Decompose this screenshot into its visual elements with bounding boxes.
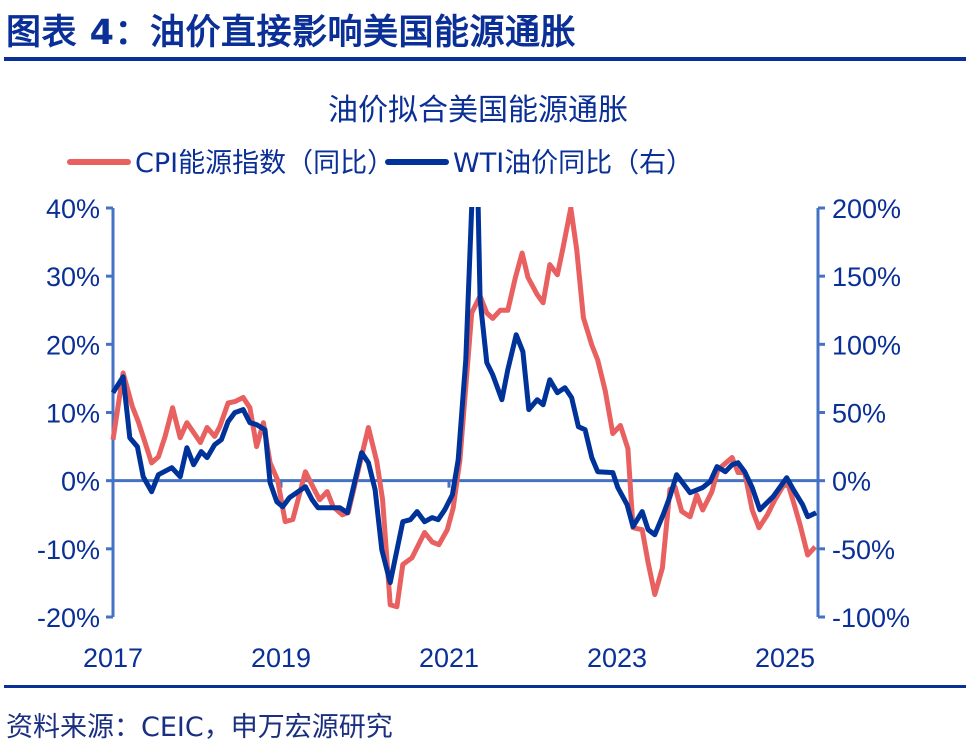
right-tick-label: 150% [832,262,901,292]
wti-oil-line [110,207,818,586]
x-tick-label: 2019 [251,643,311,673]
right-tick-label: 200% [832,194,901,224]
left-tick-label: -20% [37,603,100,633]
legend-label-wti: WTI油价同比（右） [453,148,693,179]
left-tick-label: -10% [37,535,100,565]
right-tick-label: -50% [832,535,895,565]
left-tick-label: 40% [46,194,100,224]
legend: CPI能源指数（同比） WTI油价同比（右） [67,148,693,179]
right-tick-label: -100% [832,603,910,633]
cpi-energy-line [110,207,818,610]
right-tick-label: 100% [832,330,901,360]
left-tick-label: 30% [46,262,100,292]
x-tick-label: 2023 [587,643,647,673]
chart-title: 油价拟合美国能源通胀 [328,93,628,128]
legend-label-cpi: CPI能源指数（同比） [135,148,394,179]
x-tick-label: 2025 [755,643,815,673]
left-tick-label: 0% [61,467,100,497]
left-tick-label: 20% [46,330,100,360]
bottom-rule [4,685,966,688]
figure-title: 图表 4：油价直接影响美国能源通胀 [6,13,577,53]
left-tick-label: 10% [46,399,100,429]
x-tick-label: 2017 [83,643,143,673]
title-rule [4,57,966,61]
x-tick-label: 2021 [419,643,479,673]
right-tick-label: 0% [832,467,871,497]
source-note: 资料来源：CEIC，申万宏源研究 [6,712,393,743]
right-tick-label: 50% [832,399,886,429]
